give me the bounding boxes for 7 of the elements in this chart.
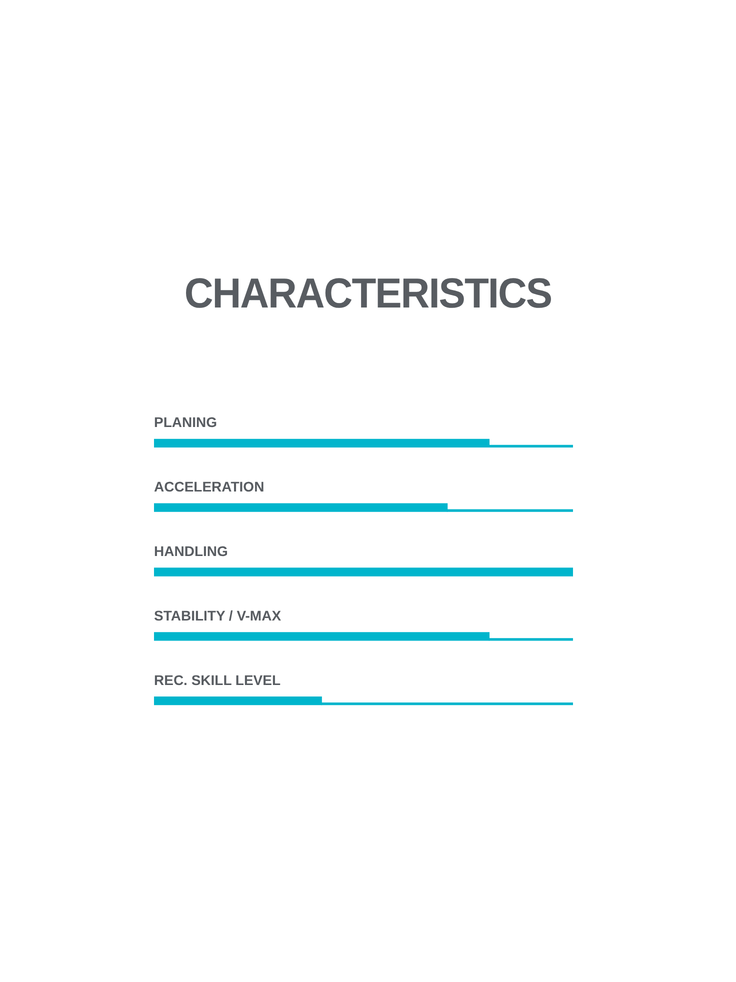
y-tick-label: HANDLING [154, 543, 228, 559]
bar [154, 568, 573, 576]
y-tick-label: REC. SKILL LEVEL [154, 672, 281, 688]
y-tick-label: STABILITY / V-MAX [154, 607, 282, 624]
y-tick-label: ACCELERATION [154, 478, 264, 495]
chart-title: CHARACTERISTICS [183, 270, 553, 318]
y-tick-label: PLANING [154, 414, 218, 430]
